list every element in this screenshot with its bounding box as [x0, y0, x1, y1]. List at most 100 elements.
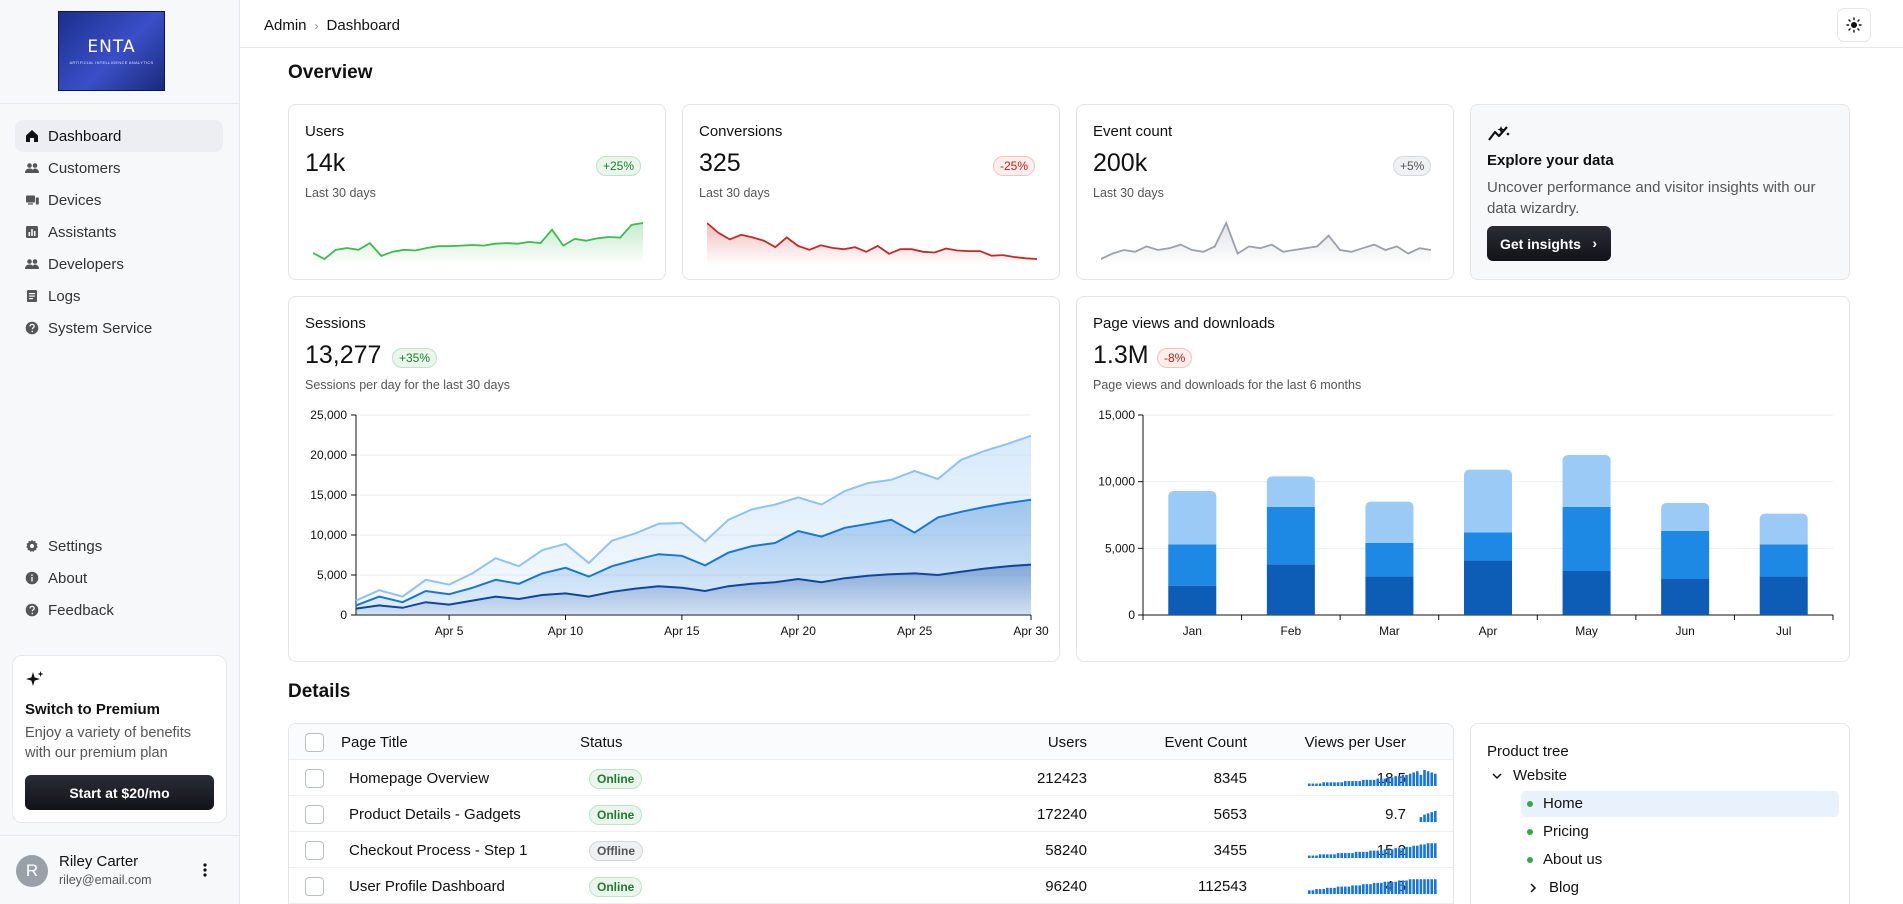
event-count-sparkline: [1101, 220, 1431, 265]
theme-toggle-button[interactable]: [1837, 8, 1871, 42]
premium-title: Switch to Premium: [25, 701, 161, 718]
conversion-bar: [1426, 843, 1430, 858]
conversion-bar: [1412, 845, 1415, 858]
event-count-card: Event count 200k +5% Last 30 days: [1076, 104, 1454, 280]
column-header[interactable]: Views per User: [1304, 734, 1406, 751]
daily-conversions-sparkbar: [1308, 843, 1437, 858]
sidebar-item-devices[interactable]: Devices: [15, 184, 223, 216]
tree-node-about[interactable]: About us: [1527, 851, 1602, 868]
bar-segment: [1464, 469, 1512, 533]
table-header-row: Page Title Status Users Event Count Views pe…: [289, 724, 1453, 760]
explore-title: Explore your data: [1487, 152, 1614, 169]
explore-card: Explore your data Uncover performance an…: [1470, 104, 1850, 280]
conversion-bar: [1354, 781, 1358, 786]
bar-segment: [1562, 455, 1611, 507]
premium-text: Enjoy a variety of benefits with our pre…: [25, 725, 192, 761]
sidebar-item-logs[interactable]: Logs: [15, 280, 223, 312]
get-insights-button[interactable]: Get insights ›: [1487, 226, 1611, 261]
conversion-bar: [1434, 879, 1437, 894]
bar-segment: [1759, 513, 1808, 545]
sidebar-item-system-service[interactable]: System Service: [15, 312, 223, 344]
sidebar-item-developers[interactable]: Developers: [15, 248, 223, 280]
sidebar-item-assistants[interactable]: Assistants: [15, 216, 223, 248]
insights-icon: [1488, 126, 1510, 141]
conversion-bar: [1401, 774, 1405, 786]
premium-button[interactable]: Start at $20/mo: [25, 775, 214, 810]
x-tick-label: Jun: [1675, 624, 1694, 638]
conversion-bar: [1318, 854, 1322, 858]
sidebar-item-label: Dashboard: [48, 127, 122, 145]
event-count-cell: 3455: [1213, 842, 1247, 859]
tree-node-blog[interactable]: Blog: [1527, 879, 1579, 896]
y-tick-label: 15,000: [1098, 408, 1135, 422]
more-vertical-icon[interactable]: [198, 858, 212, 882]
row-checkbox[interactable]: [305, 805, 324, 824]
table-row[interactable]: Homepage OverviewOnline212423834518.52m …: [289, 760, 1453, 796]
column-header[interactable]: Page Title: [341, 734, 408, 751]
x-tick-label: Apr 5: [435, 624, 464, 638]
conversion-bar: [1412, 879, 1415, 894]
conversion-bar: [1311, 783, 1315, 786]
status-dot-icon: [1527, 828, 1533, 835]
tree-node-home[interactable]: Home: [1527, 795, 1583, 812]
table-row[interactable]: Checkout Process - Step 1 Offline 58240 345…: [289, 832, 1453, 868]
document-icon: [27, 290, 37, 302]
sidebar-item-label: Logs: [48, 287, 81, 305]
sidebar-item-label: Devices: [48, 191, 102, 209]
tree-node-website[interactable]: Website: [1491, 767, 1567, 784]
sparkline-line: [707, 222, 1037, 260]
conversion-bar: [1351, 853, 1354, 858]
column-header[interactable]: Status: [580, 734, 623, 751]
daily-conversions-sparkbar: [1308, 770, 1437, 786]
bar-segment: [1168, 585, 1217, 615]
row-checkbox[interactable]: [305, 769, 324, 788]
tree-node-label: About us: [1543, 851, 1603, 868]
conversion-bar: [1423, 770, 1426, 786]
status-dot-icon: [1527, 800, 1533, 807]
conversion-bar: [1358, 781, 1361, 786]
row-checkbox[interactable]: [305, 841, 324, 860]
select-all-checkbox[interactable]: [305, 733, 324, 752]
bar-segment: [1365, 543, 1414, 577]
bar-segment: [1266, 564, 1315, 615]
sidebar-item-feedback[interactable]: Feedback: [15, 594, 223, 626]
table-row[interactable]: Product Details - Gadgets Online 172240 565…: [289, 796, 1453, 832]
bar-segment: [1661, 579, 1710, 615]
sidebar-item-about[interactable]: About: [15, 562, 223, 594]
conversion-bar: [1423, 814, 1426, 822]
x-tick-label: Apr 10: [548, 624, 584, 638]
company-logo[interactable]: ENTA ARTIFICIAL INTELLIGENCE ANALYTICS: [58, 11, 165, 91]
bar-segment: [1562, 507, 1611, 571]
conversion-bar: [1344, 781, 1347, 786]
sessions-value: 13,277: [305, 341, 382, 369]
conversion-bar: [1354, 885, 1358, 894]
conversion-bar: [1369, 884, 1372, 894]
breadcrumb-admin[interactable]: Admin: [264, 17, 307, 34]
y-tick-label: 10,000: [1098, 475, 1135, 489]
conversion-bar: [1434, 773, 1437, 786]
table-row[interactable]: User Profile DashboardOnline962401125434…: [289, 868, 1453, 904]
sidebar-item-settings[interactable]: Settings: [15, 530, 223, 562]
conversion-bar: [1369, 850, 1372, 858]
y-tick-label: 0: [340, 608, 347, 622]
conversion-bar: [1416, 771, 1419, 786]
premium-card: Switch to Premium Enjoy a variety of ben…: [12, 655, 227, 823]
sidebar-item-customers[interactable]: Customers: [15, 152, 223, 184]
conversion-bar: [1347, 781, 1351, 786]
users-cell: 172240: [1036, 806, 1087, 823]
conversion-bar: [1333, 782, 1336, 786]
tree-node-pricing[interactable]: Pricing: [1527, 823, 1589, 840]
users-cell: 96240: [1045, 878, 1087, 895]
bar-segment: [1365, 501, 1414, 543]
conversion-bar: [1372, 882, 1376, 894]
help-icon: [25, 321, 39, 335]
conversion-bar: [1401, 848, 1405, 858]
conversion-bar: [1308, 783, 1311, 786]
row-checkbox[interactable]: [305, 877, 324, 896]
sidebar-item-dashboard[interactable]: Dashboard: [15, 120, 223, 152]
y-tick-label: 25,000: [310, 408, 347, 422]
column-header[interactable]: Users: [1047, 734, 1087, 751]
pageviews-card: Page views and downloads 1.3M -8% Page v…: [1076, 296, 1850, 662]
daily-conversions-sparkbar: [1419, 810, 1437, 822]
column-header[interactable]: Event Count: [1164, 734, 1247, 751]
